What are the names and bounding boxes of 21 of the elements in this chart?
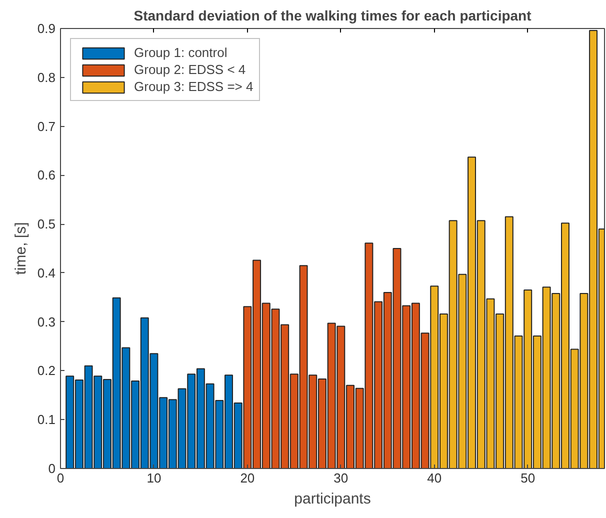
- x-tick-label: 20: [240, 470, 255, 486]
- x-tick-label: 10: [146, 470, 162, 486]
- chart-title: Standard deviation of the walking times for each participant: [134, 8, 532, 24]
- x-axis-title: participants: [294, 490, 371, 508]
- y-tick-label: 0.1: [37, 412, 56, 428]
- y-axis-title: time, [s]: [12, 222, 30, 275]
- legend-label: Group 1: control: [134, 45, 228, 60]
- y-tick-label: 0.8: [37, 70, 56, 85]
- x-tick-label: 50: [520, 470, 536, 486]
- x-tick-label: 30: [334, 470, 348, 486]
- y-tick-label: 0.2: [37, 363, 56, 378]
- y-tick-label: 0.3: [37, 314, 56, 330]
- x-tick-label: 40: [427, 470, 442, 486]
- y-tick-label: 0.4: [37, 265, 56, 280]
- y-tick-label: 0.9: [37, 21, 56, 36]
- legend-label: Group 2: EDSS < 4: [134, 62, 246, 77]
- y-tick-label: 0.7: [37, 118, 56, 134]
- y-tick-label: 0: [48, 461, 56, 476]
- y-tick-label: 0.5: [37, 216, 56, 232]
- y-tick-label: 0.6: [37, 168, 56, 183]
- legend-label: Group 3: EDSS => 4: [134, 79, 254, 94]
